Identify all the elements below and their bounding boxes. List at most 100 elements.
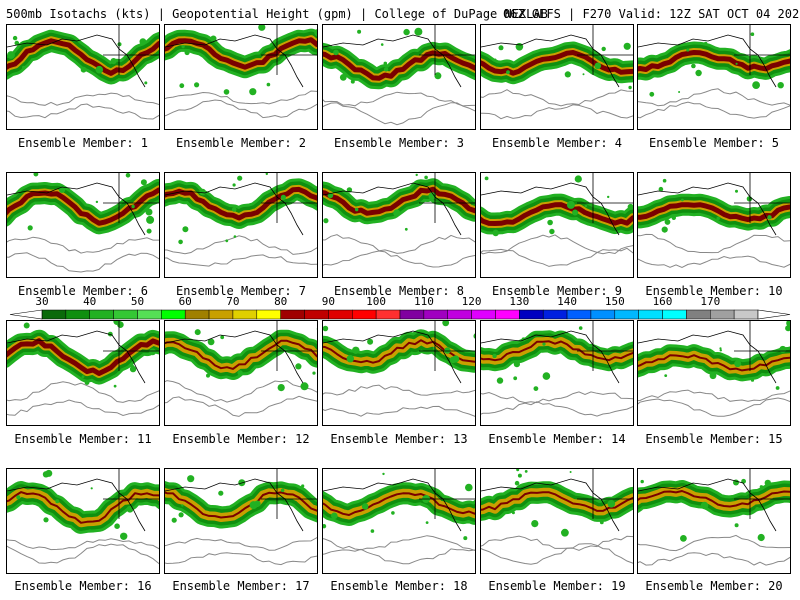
height-contour bbox=[638, 534, 790, 552]
isotach-band bbox=[638, 354, 790, 372]
isotach-speckle bbox=[58, 186, 66, 193]
ensemble-member-label: Ensemble Member: 11 bbox=[14, 432, 152, 446]
height-contour bbox=[165, 380, 317, 403]
colorbar-swatch bbox=[375, 309, 401, 320]
isotach-speckle bbox=[515, 43, 524, 51]
isotach-speckle bbox=[331, 512, 338, 520]
colorbar-tick-label: 120 bbox=[461, 295, 482, 308]
isotach-speckle bbox=[130, 364, 135, 369]
isotach-speckle bbox=[524, 470, 528, 473]
ensemble-member-panel bbox=[164, 468, 318, 574]
isotach-speckle bbox=[494, 58, 497, 61]
isotach-speckle bbox=[12, 35, 18, 41]
isotach-speckle bbox=[280, 194, 286, 200]
height-contour bbox=[638, 397, 790, 417]
ensemble-member-panel bbox=[480, 320, 634, 426]
isotach-speckle bbox=[531, 520, 539, 528]
colorbar-swatch bbox=[471, 309, 496, 320]
isotach-speckle bbox=[704, 41, 708, 46]
isotach-speckle bbox=[601, 46, 606, 52]
coastline bbox=[323, 173, 475, 236]
isotach-speckle bbox=[225, 239, 229, 243]
isotach-map bbox=[323, 321, 475, 417]
isotach-speckle bbox=[144, 81, 148, 85]
isotach-speckle bbox=[569, 471, 572, 473]
isotach-speckle bbox=[323, 218, 329, 224]
isotach-map bbox=[7, 25, 159, 120]
isotach-speckle bbox=[757, 533, 765, 542]
isotach-speckle bbox=[564, 71, 571, 78]
isotach-map bbox=[638, 469, 790, 566]
colorbar-swatch bbox=[447, 309, 472, 320]
colorbar-swatch bbox=[256, 309, 281, 320]
height-contour bbox=[481, 401, 633, 417]
isotach-speckle bbox=[779, 345, 787, 353]
height-contour bbox=[323, 91, 475, 107]
isotach-speckle bbox=[258, 25, 266, 31]
isotach-speckle bbox=[514, 480, 520, 486]
coastline bbox=[481, 321, 633, 384]
height-contour bbox=[323, 405, 475, 417]
isotach-speckle bbox=[249, 88, 257, 96]
colorbar-swatch bbox=[184, 309, 210, 320]
isotach-speckle bbox=[220, 335, 225, 340]
isotach-speckle bbox=[661, 226, 668, 233]
isotach-speckle bbox=[95, 65, 104, 74]
isotach-speckle bbox=[574, 175, 582, 183]
isotach-speckle bbox=[719, 349, 722, 352]
isotach-speckle bbox=[145, 208, 153, 216]
colorbar-swatch bbox=[280, 309, 305, 320]
isotach-speckle bbox=[640, 479, 644, 484]
colorbar-tick-label: 40 bbox=[83, 295, 97, 308]
ensemble-member-label: Ensemble Member: 18 bbox=[330, 579, 468, 593]
isotach-speckle bbox=[599, 520, 604, 525]
isotach-speckle bbox=[719, 347, 722, 350]
isotach-speckle bbox=[95, 200, 99, 204]
isotach-band bbox=[481, 340, 633, 362]
isotach-map bbox=[481, 469, 633, 565]
ensemble-member-panel bbox=[480, 24, 634, 130]
isotach-speckle bbox=[370, 529, 375, 533]
isotach-band bbox=[323, 339, 475, 364]
isotach-speckle bbox=[383, 67, 389, 72]
isotach-speckle bbox=[126, 505, 134, 513]
ensemble-member-panel bbox=[164, 24, 318, 130]
isotach-speckle bbox=[361, 503, 369, 510]
colorbar-swatch bbox=[137, 309, 162, 320]
coastline bbox=[165, 173, 317, 236]
isotach-speckle bbox=[352, 346, 360, 354]
isotach-speckle bbox=[223, 89, 230, 95]
isotach-speckle bbox=[428, 192, 437, 200]
colorbar-swatch bbox=[161, 309, 186, 320]
isotach-speckle bbox=[680, 535, 687, 542]
colorbar-swatch bbox=[304, 309, 329, 320]
isotach-speckle bbox=[496, 377, 504, 384]
isotach-speckle bbox=[709, 372, 717, 380]
isotach-speckle bbox=[424, 175, 428, 180]
isotach-speckle bbox=[513, 376, 518, 381]
isotach-speckle bbox=[107, 331, 113, 337]
isotach-speckle bbox=[582, 73, 585, 76]
ensemble-member-label: Ensemble Member: 20 bbox=[645, 579, 783, 593]
colorbar-swatch bbox=[208, 309, 234, 320]
isotach-speckle bbox=[750, 32, 755, 36]
colorbar-tick-label: 140 bbox=[557, 295, 578, 308]
isotach-speckle bbox=[295, 363, 302, 370]
isotach-band bbox=[323, 50, 475, 81]
isotach-band bbox=[7, 487, 159, 528]
isotach-speckle bbox=[55, 499, 60, 504]
isotach-speckle bbox=[194, 329, 201, 336]
isotach-speckle bbox=[404, 227, 408, 231]
colorbar-swatch bbox=[41, 309, 67, 320]
isotach-speckle bbox=[506, 70, 510, 75]
height-contour bbox=[7, 381, 159, 403]
header-run-info: 06Z GEFS | F270 Valid: 12Z SAT OCT 04 20… bbox=[503, 7, 800, 21]
isotach-speckle bbox=[355, 207, 359, 212]
isotach-speckle bbox=[249, 501, 258, 510]
ensemble-member-panel bbox=[637, 468, 791, 574]
colorbar-swatch bbox=[542, 309, 568, 320]
isotach-map bbox=[7, 173, 159, 273]
ensemble-member-panel bbox=[480, 172, 634, 278]
ensemble-member-panel bbox=[637, 172, 791, 278]
height-contour bbox=[323, 548, 475, 565]
